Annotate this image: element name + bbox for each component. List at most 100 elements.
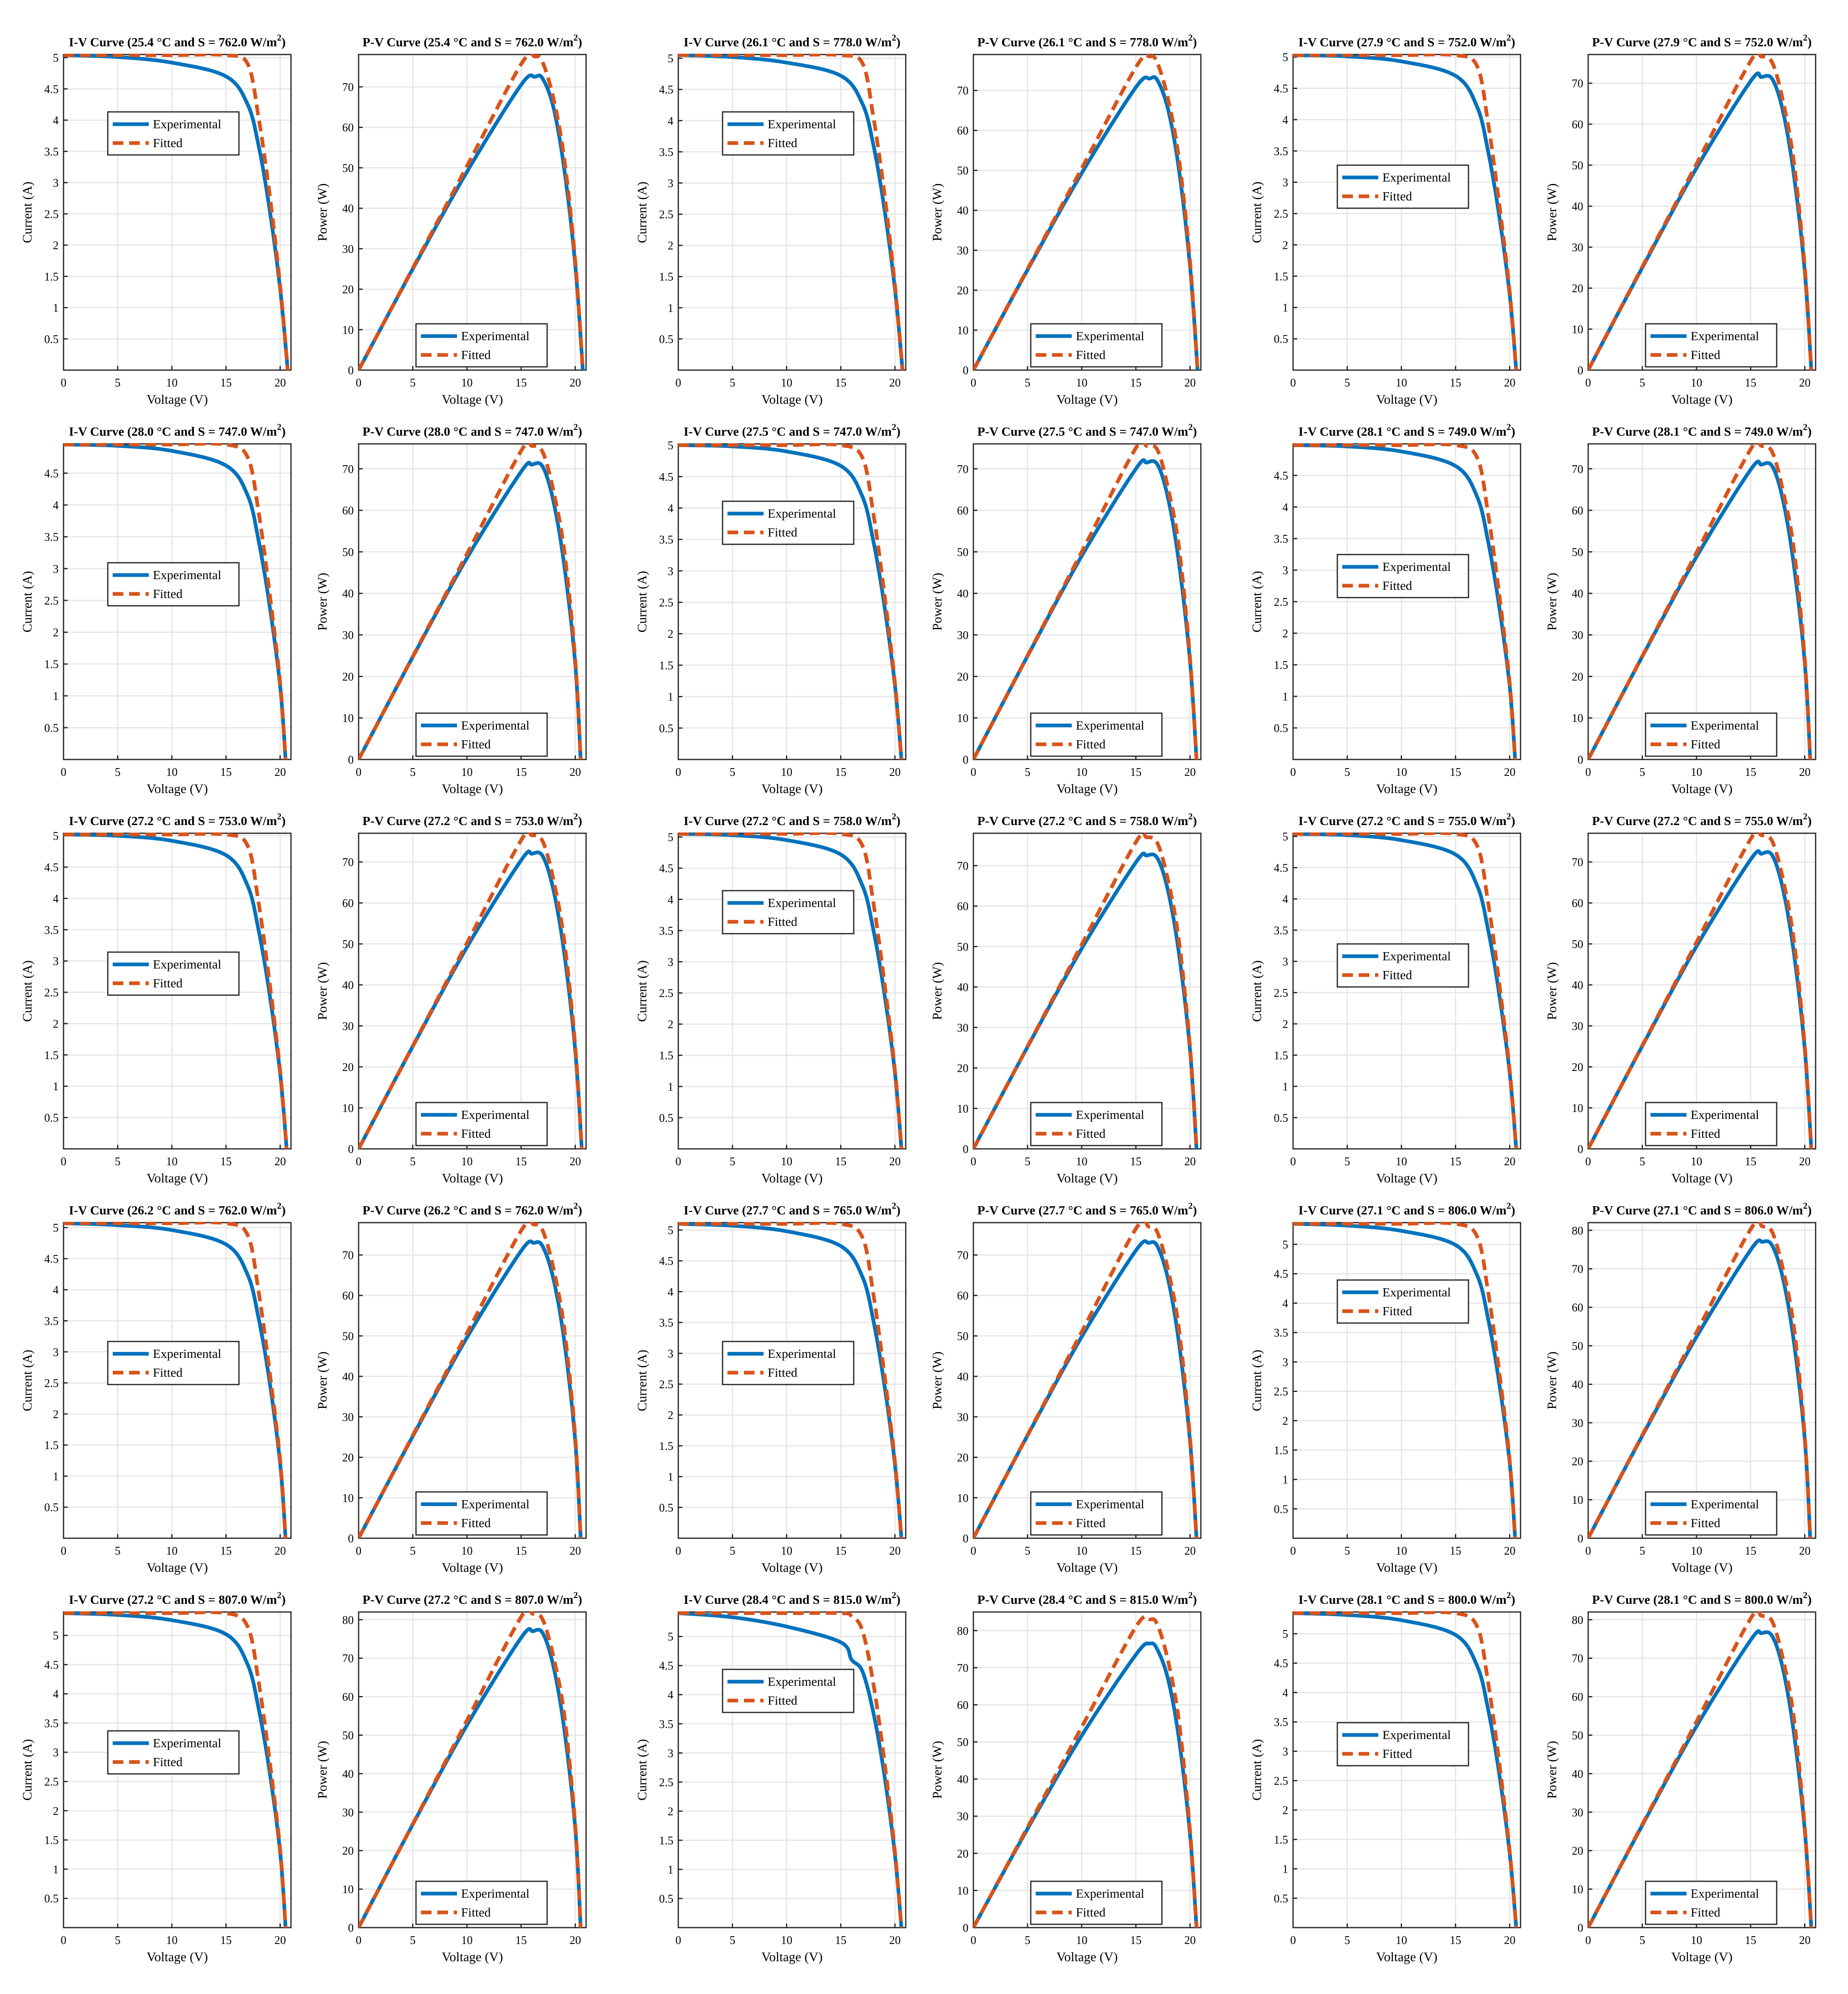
plot-area <box>1293 55 1521 370</box>
y-axis-label: Power (W) <box>315 183 330 241</box>
y-tick-label: 0.5 <box>659 1502 673 1514</box>
chart-title-close: ) <box>1511 1203 1515 1217</box>
x-tick-label: 0 <box>356 1155 361 1168</box>
y-tick-label: 2.5 <box>659 1378 673 1391</box>
y-tick-label: 0 <box>963 1532 968 1545</box>
chart-title-superscript: 2 <box>277 1590 282 1600</box>
x-tick-label: 10 <box>461 766 473 779</box>
y-tick-label: 0 <box>348 364 354 377</box>
chart-title-superscript: 2 <box>892 32 896 43</box>
y-tick-label: 3 <box>53 563 59 575</box>
legend: Experimental Fitted <box>1645 1102 1778 1146</box>
plot-area <box>1588 833 1816 1149</box>
y-tick-label: 2 <box>53 1408 59 1421</box>
y-tick-label: 0 <box>1578 754 1583 766</box>
legend-box <box>415 712 548 757</box>
y-axis-label: Current (A) <box>1249 1739 1264 1801</box>
y-tick-label: 80 <box>957 1625 968 1637</box>
y-tick-label: 10 <box>1572 1102 1583 1115</box>
x-tick-label: 15 <box>835 377 846 389</box>
experimental-curve <box>678 443 903 759</box>
legend-box <box>107 562 240 607</box>
legend-fitted-label: Fitted <box>1691 1905 1721 1919</box>
y-tick-label: 1 <box>53 690 59 703</box>
chart-title-superscript: 2 <box>1188 422 1193 432</box>
x-tick-label: 15 <box>1450 766 1461 779</box>
x-tick-label: 15 <box>220 377 232 389</box>
y-tick-label: 1.5 <box>1274 1444 1288 1457</box>
x-tick-label: 0 <box>61 1934 66 1947</box>
chart-title-text: I-V Curve (27.2 °C and S = 753.0 W/m <box>69 814 277 828</box>
chart-title: I-V Curve (28.4 °C and S = 815.0 W/m2) <box>684 1590 900 1607</box>
x-tick-label: 15 <box>220 1934 232 1947</box>
x-axis-label: Voltage (V) <box>147 781 208 796</box>
x-tick-label: 5 <box>1344 1934 1350 1947</box>
chart-title-close: ) <box>1807 35 1812 49</box>
chart-panel-25: 0 5 10 15 20 0.5 1 1.5 2 2.5 3 3.5 4 4.5 5 Voltage (V) C… <box>20 1590 292 1964</box>
y-tick-label: 2 <box>53 1018 59 1030</box>
legend-experimental-label: Experimental <box>1382 949 1451 963</box>
y-tick-label: 5 <box>1282 1628 1288 1641</box>
axes-box <box>973 54 1202 371</box>
x-tick-label: 10 <box>781 1545 792 1557</box>
chart-panel-14: 0 5 10 15 20 0 10 20 30 40 50 60 70 Voltage (V) Power … <box>315 811 587 1185</box>
x-tick-label: 0 <box>61 1545 66 1557</box>
chart-title-close: ) <box>282 814 286 828</box>
fitted-curve <box>359 443 583 759</box>
y-tick-label: 4.5 <box>1274 1268 1288 1281</box>
fitted-curve <box>64 443 288 759</box>
y-tick-label: 60 <box>342 1290 354 1303</box>
legend: Experimental Fitted <box>107 951 240 996</box>
y-tick-label: 1.5 <box>659 1835 673 1847</box>
chart-panel-22: 0 5 10 15 20 0 10 20 30 40 50 60 70 Voltage (V) Power … <box>930 1200 1202 1575</box>
legend: Experimental Fitted <box>1030 1880 1163 1925</box>
y-tick-label: 4.5 <box>659 84 673 96</box>
y-tick-label: 2 <box>668 1019 673 1031</box>
axes-box <box>63 1611 292 1928</box>
x-tick-label: 5 <box>1639 1545 1645 1557</box>
y-tick-label: 4 <box>668 894 673 906</box>
legend-fitted-label: Fitted <box>1076 348 1106 362</box>
y-tick-label: 4.5 <box>1274 470 1288 482</box>
y-tick-label: 60 <box>342 1691 354 1704</box>
y-tick-label: 2 <box>1282 1415 1288 1428</box>
legend: Experimental Fitted <box>107 562 240 607</box>
legend-experimental-label: Experimental <box>768 506 836 521</box>
y-tick-label: 5 <box>668 831 673 844</box>
x-tick-label: 20 <box>275 1155 286 1168</box>
x-axis-label: Voltage (V) <box>1376 1560 1438 1575</box>
chart-title-close: ) <box>578 35 582 49</box>
legend-box <box>1030 712 1163 757</box>
y-tick-label: 1 <box>668 1864 673 1876</box>
y-tick-label: 4 <box>1282 501 1288 514</box>
y-tick-label: 4.5 <box>659 1660 673 1673</box>
y-tick-label: 5 <box>53 52 59 65</box>
y-axis-label: Power (W) <box>1544 1741 1559 1798</box>
fitted-curve <box>678 54 905 370</box>
x-axis-label: Voltage (V) <box>442 1949 503 1964</box>
chart-title-superscript: 2 <box>277 32 282 43</box>
legend-experimental-label: Experimental <box>1382 1728 1451 1742</box>
experimental-curve <box>678 1222 903 1538</box>
chart-title: I-V Curve (25.4 °C and S = 762.0 W/m2) <box>69 32 286 49</box>
y-axis-label: Current (A) <box>634 1350 649 1411</box>
x-tick-label: 5 <box>1025 1934 1030 1947</box>
y-tick-label: 70 <box>957 85 968 98</box>
x-axis-label: Voltage (V) <box>761 1171 823 1185</box>
y-tick-label: 60 <box>1572 505 1583 517</box>
chart-title: P-V Curve (26.1 °C and S = 778.0 W/m2) <box>977 32 1197 49</box>
y-axis-label: Current (A) <box>20 960 34 1022</box>
y-tick-label: 50 <box>342 546 354 559</box>
legend-box <box>1337 1279 1469 1324</box>
x-tick-label: 15 <box>1745 1155 1756 1168</box>
x-tick-label: 10 <box>166 766 177 779</box>
x-axis-label: Voltage (V) <box>1057 1949 1118 1964</box>
y-tick-label: 3 <box>1282 1356 1288 1369</box>
fitted-curve <box>1293 443 1517 759</box>
y-tick-label: 0 <box>963 1143 968 1156</box>
x-tick-label: 20 <box>1184 1934 1196 1947</box>
y-tick-label: 3.5 <box>1274 1327 1288 1339</box>
y-tick-label: 40 <box>957 1371 968 1383</box>
axes-box <box>1292 54 1521 371</box>
chart-title: I-V Curve (28.1 °C and S = 749.0 W/m2) <box>1298 422 1515 439</box>
